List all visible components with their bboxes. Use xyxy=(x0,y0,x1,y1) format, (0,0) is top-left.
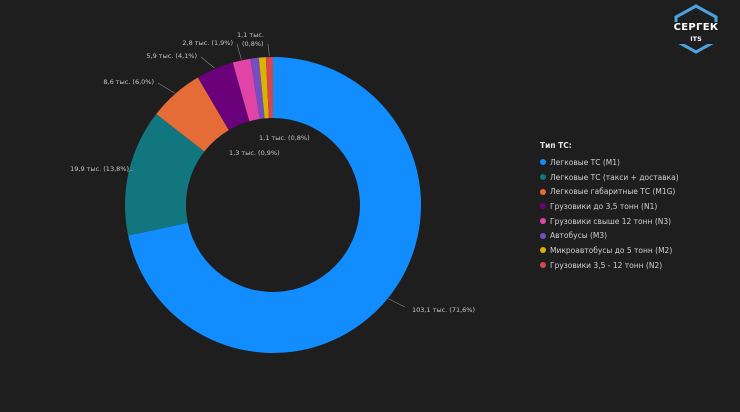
logo-hexagon-icon xyxy=(672,4,720,54)
data-label-3: 8,6 тыс. (6,0%) xyxy=(103,78,154,86)
legend-dot-icon xyxy=(540,232,546,239)
legend-dot-icon xyxy=(540,174,546,181)
logo-subtitle: ITS xyxy=(690,35,702,43)
leader-line-3 xyxy=(157,82,175,94)
data-label-1: 103,1 тыс. (71,6%) xyxy=(412,306,475,314)
legend-label: Микроавтобусы до 5 тонн (M2) xyxy=(550,245,673,255)
legend-item-2[interactable]: Легковые ТС (такси + доставка) xyxy=(540,170,679,185)
legend-item-7[interactable]: Микроавтобусы до 5 тонн (M2) xyxy=(540,243,679,258)
data-label-5: 2,8 тыс. (1,9%) xyxy=(182,39,233,47)
slice-5[interactable] xyxy=(232,58,260,122)
legend-item-4[interactable]: Грузовики до 3,5 тонн (N1) xyxy=(540,199,679,214)
data-label-6: 1,3 тыс. (0,9%) xyxy=(229,149,280,157)
leader-line-2 xyxy=(127,169,134,172)
slice-8[interactable] xyxy=(265,57,273,119)
sergek-logo: СЕРГЕК ITS xyxy=(670,4,722,54)
legend-item-3[interactable]: Легковые габаритные ТС (M1G) xyxy=(540,184,679,199)
leader-line-1 xyxy=(388,298,406,308)
legend-label: Грузовики 3,5 - 12 тонн (N2) xyxy=(550,260,663,270)
legend-label: Легковые ТС (такси + доставка) xyxy=(550,172,679,182)
legend-dot-icon xyxy=(540,218,546,225)
data-label-8: 1,1 тыс. (0,8%) xyxy=(237,31,264,48)
slice-2[interactable] xyxy=(124,114,205,236)
leader-line-8 xyxy=(267,43,270,57)
slice-6[interactable] xyxy=(250,57,265,120)
slice-4[interactable] xyxy=(197,62,250,131)
leader-line-5 xyxy=(236,43,242,60)
chart-legend: Тип ТС: Легковые ТС (M1) Легковые ТС (так… xyxy=(540,141,679,273)
legend-dot-icon xyxy=(540,188,546,195)
legend-dot-icon xyxy=(540,262,546,269)
slice-3[interactable] xyxy=(156,77,229,152)
legend-label: Грузовики до 3,5 тонн (N1) xyxy=(550,201,658,211)
legend-dot-icon xyxy=(540,247,546,254)
slice-1[interactable] xyxy=(128,57,421,354)
data-label-7: 1,1 тыс. (0,8%) xyxy=(259,134,310,142)
leader-line-4 xyxy=(200,56,215,69)
legend-label: Легковые ТС (M1) xyxy=(550,157,620,167)
legend-label: Автобусы (M3) xyxy=(550,231,608,241)
legend-title: Тип ТС: xyxy=(540,141,572,150)
legend-item-1[interactable]: Легковые ТС (M1) xyxy=(540,155,679,170)
legend-item-5[interactable]: Грузовики свыше 12 тонн (N3) xyxy=(540,214,679,229)
data-label-2: 19,9 тыс. (13,8%) xyxy=(70,165,129,173)
legend-item-6[interactable]: Автобусы (M3) xyxy=(540,228,679,243)
legend-label: Грузовики свыше 12 тонн (N3) xyxy=(550,216,672,226)
legend-item-8[interactable]: Грузовики 3,5 - 12 тонн (N2) xyxy=(540,258,679,273)
slice-7[interactable] xyxy=(258,57,269,119)
legend-dot-icon xyxy=(540,159,546,166)
legend-dot-icon xyxy=(540,203,546,210)
logo-title: СЕРГЕК xyxy=(673,22,719,33)
data-label-4: 5,9 тыс. (4,1%) xyxy=(146,52,197,60)
legend-label: Легковые габаритные ТС (M1G) xyxy=(550,187,676,197)
